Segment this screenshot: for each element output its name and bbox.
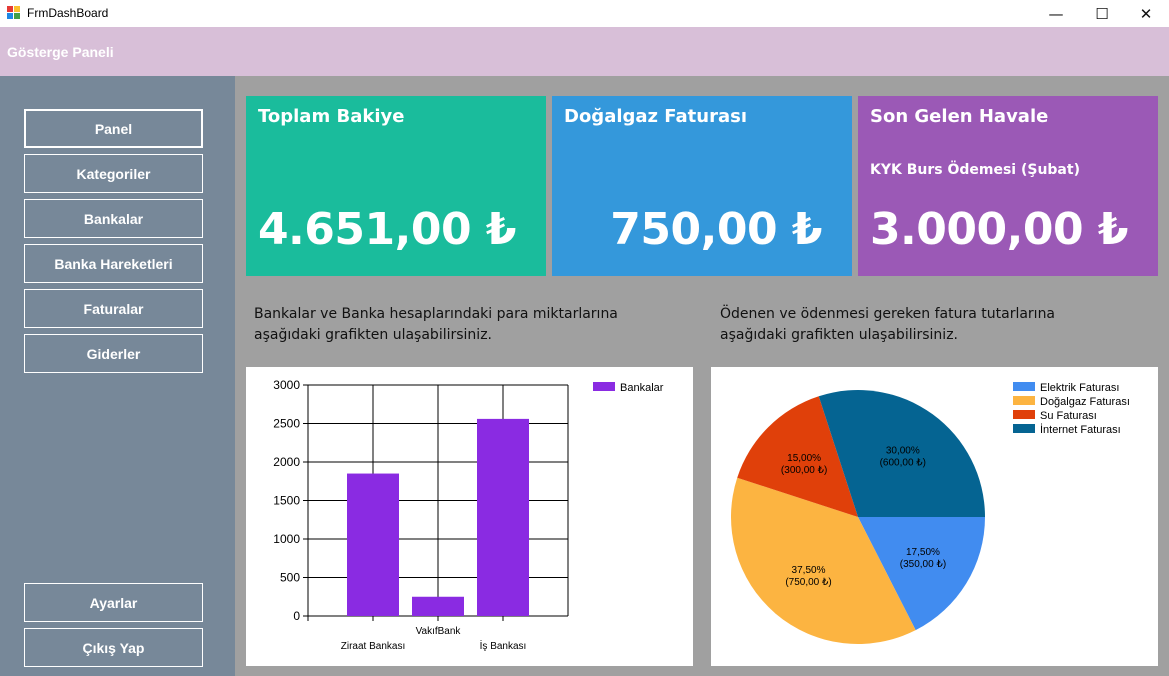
sidebar-item-giderler[interactable]: Giderler xyxy=(24,334,203,373)
legend-swatch xyxy=(1013,424,1035,433)
card-title: Son Gelen Havale xyxy=(870,106,1049,127)
sidebar-item-panel[interactable]: Panel xyxy=(24,109,203,148)
slice-percent-label: 37,50% xyxy=(792,565,826,576)
slice-percent-label: 17,50% xyxy=(906,547,940,558)
slice-amount-label: (350,00 ₺) xyxy=(900,559,946,570)
window-title: FrmDashBoard xyxy=(27,6,109,20)
legend-label: Elektrik Faturası xyxy=(1040,382,1119,394)
title-bar: FrmDashBoard — ☐ ✕ xyxy=(0,0,1169,27)
close-icon[interactable]: ✕ xyxy=(1139,4,1153,23)
y-tick-label: 0 xyxy=(293,609,300,623)
last-transfer-card: Son Gelen Havale KYK Burs Ödemesi (Şubat… xyxy=(858,96,1158,276)
bar xyxy=(412,596,464,616)
legend-label: İnternet Faturası xyxy=(1040,423,1121,436)
card-title: Doğalgaz Faturası xyxy=(564,106,747,127)
logout-button[interactable]: Çıkış Yap xyxy=(24,628,203,667)
app-icon xyxy=(7,6,21,20)
card-value: 3.000,00 ₺ xyxy=(869,204,1129,255)
sidebar-item-banka-hareketleri[interactable]: Banka Hareketleri xyxy=(24,244,203,283)
card-subtitle: KYK Burs Ödemesi (Şubat) xyxy=(870,162,1080,178)
maximize-icon[interactable]: ☐ xyxy=(1095,4,1109,23)
y-tick-label: 2000 xyxy=(273,455,300,469)
x-tick-label: İş Bankası xyxy=(480,639,527,652)
sidebar-item-bankalar[interactable]: Bankalar xyxy=(24,199,203,238)
y-tick-label: 2500 xyxy=(273,417,300,431)
bank-chart-panel: 0 500 1000 1500 2000 2500 3000 Ziraat Bankası Va… xyxy=(246,367,693,666)
bill-pie-chart: 17,50%(350,00 ₺) 37,50%(750,00 ₺) 15,00%(3… xyxy=(731,382,1130,644)
card-value: 4.651,00 ₺ xyxy=(257,204,517,255)
sidebar-item-faturalar[interactable]: Faturalar xyxy=(24,289,203,328)
pie-slice xyxy=(858,517,985,631)
gas-bill-card: Doğalgaz Faturası 750,00 ₺ xyxy=(552,96,852,276)
total-balance-card: Toplam Bakiye 4.651,00 ₺ xyxy=(246,96,546,276)
settings-button[interactable]: Ayarlar xyxy=(24,583,203,622)
bank-balance-chart: 0 500 1000 1500 2000 2500 3000 Ziraat Bankası Va… xyxy=(273,378,664,652)
legend-label: Su Faturası xyxy=(1040,410,1097,422)
description-line: aşağıdaki grafikten ulaşabilirsiniz. xyxy=(254,327,492,343)
pie-slice xyxy=(731,477,916,644)
bar xyxy=(477,418,529,616)
minimize-icon[interactable]: — xyxy=(1048,4,1064,23)
legend-label: Doğalgaz Faturası xyxy=(1040,396,1130,408)
slice-amount-label: (750,00 ₺) xyxy=(785,577,831,588)
x-tick-label: VakıfBank xyxy=(416,626,462,637)
sidebar: Panel Kategoriler Bankalar Banka Hareket… xyxy=(0,76,235,676)
header-bar: Gösterge Paneli xyxy=(0,27,1169,76)
banks-description: Bankalar ve Banka hesaplarındaki para mi… xyxy=(254,304,618,346)
legend-swatch xyxy=(1013,382,1035,391)
pie-slice xyxy=(737,396,858,517)
y-tick-label: 1500 xyxy=(273,494,300,508)
legend-label: Bankalar xyxy=(620,382,664,394)
bill-chart-panel: 17,50% (350,00 ₺) 37,50% (750,00 ₺) 15,00% (3… xyxy=(711,367,1158,666)
description-line: Bankalar ve Banka hesaplarındaki para mi… xyxy=(254,306,618,322)
x-tick-label: Ziraat Bankası xyxy=(341,641,405,652)
card-value: 750,00 ₺ xyxy=(610,204,822,255)
card-title: Toplam Bakiye xyxy=(258,106,405,127)
slice-amount-label: (600,00 ₺) xyxy=(880,457,926,468)
bills-description: Ödenen ve ödenmesi gereken fatura tutarl… xyxy=(720,304,1055,346)
legend-swatch xyxy=(1013,410,1035,419)
page-title: Gösterge Paneli xyxy=(7,44,114,60)
legend-swatch xyxy=(1013,396,1035,405)
slice-percent-label: 15,00% xyxy=(787,453,821,464)
y-tick-label: 1000 xyxy=(273,532,300,546)
pie-slice xyxy=(818,390,985,517)
slice-percent-label: 30,00% xyxy=(886,445,920,456)
bar xyxy=(347,473,399,616)
description-line: aşağıdaki grafikten ulaşabilirsiniz. xyxy=(720,327,958,343)
y-tick-label: 500 xyxy=(280,571,300,585)
description-line: Ödenen ve ödenmesi gereken fatura tutarl… xyxy=(720,306,1056,322)
slice-amount-label: (300,00 ₺) xyxy=(781,465,827,476)
legend-swatch xyxy=(593,382,615,391)
sidebar-item-kategoriler[interactable]: Kategoriler xyxy=(24,154,203,193)
y-tick-label: 3000 xyxy=(273,378,300,392)
